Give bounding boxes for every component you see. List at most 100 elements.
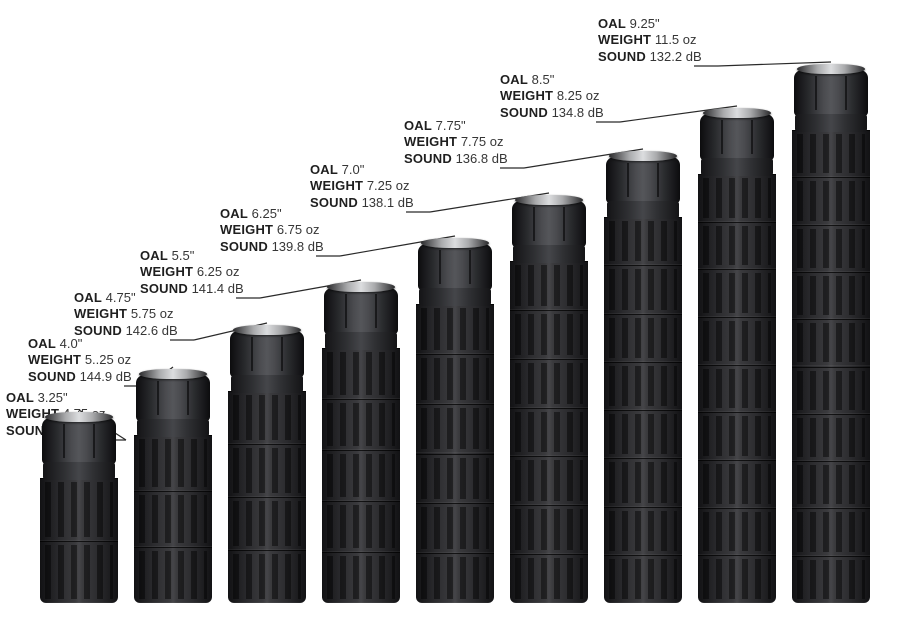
- baffle-ring: [604, 458, 682, 506]
- baffle-ring: [134, 491, 212, 547]
- cylinder: [134, 369, 212, 603]
- oal-key: OAL: [500, 72, 528, 87]
- end-cap: [703, 108, 770, 118]
- spec-label-5: OAL 6.25"WEIGHT 6.75 ozSOUND 139.8 dB: [220, 206, 324, 255]
- weight-row: WEIGHT 6.25 oz: [140, 264, 244, 280]
- baffle-ring: [698, 460, 776, 508]
- weight-key: WEIGHT: [140, 264, 193, 279]
- baffle-ring: [792, 556, 870, 603]
- baffle-ring: [698, 412, 776, 460]
- oal-row: OAL 7.75": [404, 118, 508, 134]
- oal-key: OAL: [598, 16, 626, 31]
- baffle-ring: [322, 399, 400, 450]
- sound-key: SOUND: [74, 323, 122, 338]
- oal-val: 4.75": [106, 290, 136, 305]
- suppressor-2: [134, 369, 212, 603]
- cylinder: [416, 238, 494, 603]
- oal-val: 9.25": [630, 16, 660, 31]
- sound-key: SOUND: [28, 369, 76, 384]
- tube-body: [510, 261, 588, 603]
- oal-row: OAL 8.5": [500, 72, 604, 88]
- weight-val: 7.75 oz: [461, 134, 504, 149]
- sound-val: 138.1 dB: [362, 195, 414, 210]
- weight-val: 5.75 oz: [131, 306, 174, 321]
- baffle-ring: [322, 552, 400, 603]
- baffle-ring: [792, 130, 870, 177]
- sound-val: 141.4 dB: [192, 281, 244, 296]
- baffle-ring: [322, 450, 400, 501]
- oal-val: 7.0": [342, 162, 365, 177]
- weight-key: WEIGHT: [28, 352, 81, 367]
- spec-label-4: OAL 5.5"WEIGHT 6.25 ozSOUND 141.4 dB: [140, 248, 244, 297]
- spacer-ring: [231, 375, 303, 393]
- sound-row: SOUND 136.8 dB: [404, 151, 508, 167]
- sound-val: 136.8 dB: [456, 151, 508, 166]
- suppressor-7: [604, 151, 682, 603]
- suppressor-9: [792, 64, 870, 603]
- spacer-ring: [325, 332, 397, 350]
- baffle-ring: [792, 508, 870, 555]
- spacer-ring: [513, 245, 585, 263]
- oal-key: OAL: [74, 290, 102, 305]
- baffle-ring: [416, 553, 494, 603]
- suppressor-3: [228, 325, 306, 603]
- weight-val: 7.25 oz: [367, 178, 410, 193]
- baffle-ring: [698, 317, 776, 365]
- weight-val: 6.25 oz: [197, 264, 240, 279]
- mount-collar: [418, 244, 491, 290]
- weight-row: WEIGHT 11.5 oz: [598, 32, 702, 48]
- end-cap: [45, 412, 112, 422]
- mount-collar: [42, 418, 115, 464]
- weight-key: WEIGHT: [220, 222, 273, 237]
- baffle-ring: [698, 222, 776, 270]
- spec-label-3: OAL 4.75"WEIGHT 5.75 ozSOUND 142.6 dB: [74, 290, 178, 339]
- spacer-ring: [419, 288, 491, 306]
- oal-key: OAL: [404, 118, 432, 133]
- baffle-ring: [698, 365, 776, 413]
- cylinder: [322, 282, 400, 603]
- weight-key: WEIGHT: [404, 134, 457, 149]
- weight-row: WEIGHT 8.25 oz: [500, 88, 604, 104]
- oal-val: 6.25": [252, 206, 282, 221]
- sound-row: SOUND 132.2 dB: [598, 49, 702, 65]
- suppressor-size-chart: OAL 3.25"WEIGHT 4.75 ozSOUND 149.6 dBOAL…: [0, 0, 900, 623]
- oal-key: OAL: [140, 248, 168, 263]
- sound-row: SOUND 142.6 dB: [74, 323, 178, 339]
- baffle-ring: [510, 359, 588, 408]
- sound-row: SOUND 138.1 dB: [310, 195, 414, 211]
- spec-label-7: OAL 7.75"WEIGHT 7.75 oz SOUND 136.8 dB: [404, 118, 508, 167]
- mount-collar: [324, 288, 397, 334]
- spacer-ring: [607, 201, 679, 219]
- mount-collar: [512, 201, 585, 247]
- weight-val: 5..25 oz: [85, 352, 131, 367]
- baffle-ring: [40, 541, 118, 604]
- tube-body: [134, 435, 212, 603]
- baffle-ring: [510, 310, 588, 359]
- tube-body: [322, 348, 400, 603]
- spec-label-2: OAL 4.0"WEIGHT 5..25 ozSOUND 144.9 dB: [28, 336, 132, 385]
- tube-body: [40, 478, 118, 603]
- weight-row: WEIGHT 5.75 oz: [74, 306, 178, 322]
- end-cap: [421, 238, 488, 248]
- weight-row: WEIGHT 6.75 oz: [220, 222, 324, 238]
- cylinder: [228, 325, 306, 603]
- sound-row: SOUND 134.8 dB: [500, 105, 604, 121]
- baffle-ring: [134, 547, 212, 603]
- baffle-ring: [604, 507, 682, 555]
- sound-row: SOUND 144.9 dB: [28, 369, 132, 385]
- tube-body: [228, 391, 306, 603]
- tube-body: [698, 174, 776, 603]
- oal-val: 3.25": [38, 390, 68, 405]
- baffle-ring: [40, 478, 118, 541]
- weight-key: WEIGHT: [598, 32, 651, 47]
- weight-row: WEIGHT 5..25 oz: [28, 352, 132, 368]
- baffle-ring: [228, 444, 306, 497]
- weight-key: WEIGHT: [500, 88, 553, 103]
- end-cap: [797, 64, 864, 74]
- sound-val: 132.2 dB: [650, 49, 702, 64]
- baffle-ring: [604, 410, 682, 458]
- oal-val: 8.5": [532, 72, 555, 87]
- oal-key: OAL: [220, 206, 248, 221]
- oal-val: 7.75": [436, 118, 466, 133]
- baffle-ring: [604, 362, 682, 410]
